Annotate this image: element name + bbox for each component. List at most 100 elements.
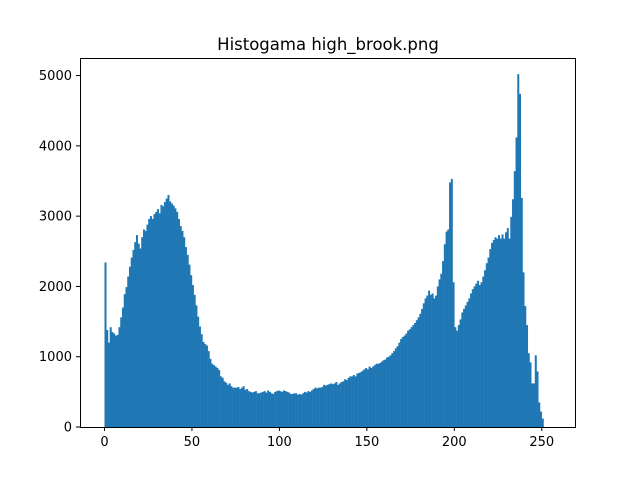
histogram-bar — [214, 366, 217, 427]
histogram-bar — [457, 325, 460, 427]
histogram-bar — [344, 379, 347, 427]
histogram-bar — [499, 238, 502, 427]
histogram-bar — [274, 391, 277, 427]
histogram-bar — [107, 342, 110, 427]
histogram-bar — [372, 366, 375, 427]
histogram-bar — [468, 298, 471, 427]
histogram-bar — [317, 387, 320, 427]
histogram-bar — [312, 389, 315, 427]
histogram-bar — [480, 282, 483, 427]
histogram-bar — [379, 363, 382, 427]
histogram-bar — [116, 334, 119, 427]
histogram-bar — [148, 218, 151, 427]
histogram-bar — [387, 356, 390, 427]
x-tick-label: 50 — [184, 435, 201, 450]
histogram-bar — [139, 248, 142, 427]
histogram-bar — [254, 391, 257, 427]
histogram-bar — [160, 204, 163, 427]
histogram-bar — [237, 386, 240, 427]
histogram-bar — [508, 238, 511, 427]
histogram-bar — [403, 335, 406, 427]
histogram-bar — [233, 387, 236, 427]
histogram-bar — [256, 393, 259, 427]
histogram-bar — [361, 370, 364, 427]
histogram-bar — [300, 394, 303, 427]
histogram-bar — [109, 327, 112, 427]
histogram-bar — [447, 229, 450, 427]
histogram-bar — [365, 367, 368, 427]
histogram-bar — [429, 294, 432, 427]
histogram-bar — [536, 371, 539, 427]
histogram-bar — [443, 244, 446, 427]
histogram-bar — [466, 301, 469, 427]
histogram-bar — [489, 249, 492, 427]
x-tick-label: 150 — [354, 435, 379, 450]
y-tick-label: 5000 — [39, 69, 72, 84]
histogram-bar — [228, 383, 231, 427]
histogram-bar — [167, 195, 170, 427]
histogram-bar — [368, 366, 371, 427]
histogram-bar — [247, 391, 250, 427]
histogram-bar — [464, 305, 467, 427]
histogram-bar — [377, 363, 380, 427]
histogram-bar — [113, 333, 116, 427]
histogram-bar — [153, 214, 156, 427]
histogram-bar — [188, 264, 191, 427]
histogram-bar — [158, 213, 161, 427]
histogram-bar — [363, 369, 366, 427]
histogram-bar — [172, 205, 175, 427]
histogram-bar — [440, 273, 443, 427]
histogram-bar — [412, 325, 415, 427]
histogram-bar — [538, 402, 541, 427]
histogram-bar — [520, 197, 523, 427]
histogram-bar — [454, 327, 457, 427]
histogram-bar — [209, 358, 212, 427]
histogram-bar — [204, 344, 207, 427]
histogram-bar — [349, 376, 352, 427]
histogram-bar — [144, 230, 147, 427]
histogram-bar — [272, 393, 275, 427]
histogram-bar — [393, 351, 396, 427]
histogram-bar — [184, 247, 187, 427]
histogram-bar — [141, 237, 144, 427]
histogram-bar — [541, 418, 544, 427]
histogram-bar — [517, 74, 520, 428]
histogram-bar — [407, 330, 410, 427]
histogram-bar — [408, 329, 411, 427]
histogram-bar — [400, 339, 403, 427]
histogram-bar — [288, 392, 291, 427]
histogram-bar — [305, 392, 308, 427]
histogram-bar — [275, 391, 278, 427]
histogram-bar — [198, 326, 201, 427]
histogram-bar — [281, 391, 284, 427]
histogram-bar — [268, 391, 271, 427]
histogram-bar — [426, 295, 429, 427]
histogram-bar — [389, 355, 392, 427]
histogram-bar — [512, 199, 515, 427]
histogram-bar — [223, 381, 226, 427]
histogram-bar — [515, 137, 518, 428]
histogram-bar — [221, 377, 224, 427]
y-tick-label: 0 — [64, 421, 72, 436]
histogram-bar — [205, 345, 208, 427]
histogram-bar — [531, 383, 534, 427]
histogram-bar — [477, 280, 480, 427]
histogram-bar — [442, 261, 445, 427]
histogram-bar — [142, 229, 145, 427]
histogram-bar — [382, 360, 385, 427]
histogram-bar — [195, 305, 198, 427]
histogram-bar — [218, 370, 221, 427]
histogram-bar — [347, 377, 350, 427]
histogram-bar — [380, 361, 383, 427]
histogram-bar — [438, 279, 441, 427]
histogram-bar — [470, 293, 473, 427]
histogram-bar — [386, 357, 389, 427]
histogram-bar — [340, 382, 343, 427]
histogram-bar — [398, 342, 401, 427]
histogram-bar — [449, 182, 452, 427]
histogram-bar — [519, 93, 522, 427]
histogram-bar — [419, 313, 422, 427]
histogram-bar — [267, 390, 270, 427]
histogram-bar — [149, 216, 152, 427]
histogram-bar — [491, 242, 494, 427]
